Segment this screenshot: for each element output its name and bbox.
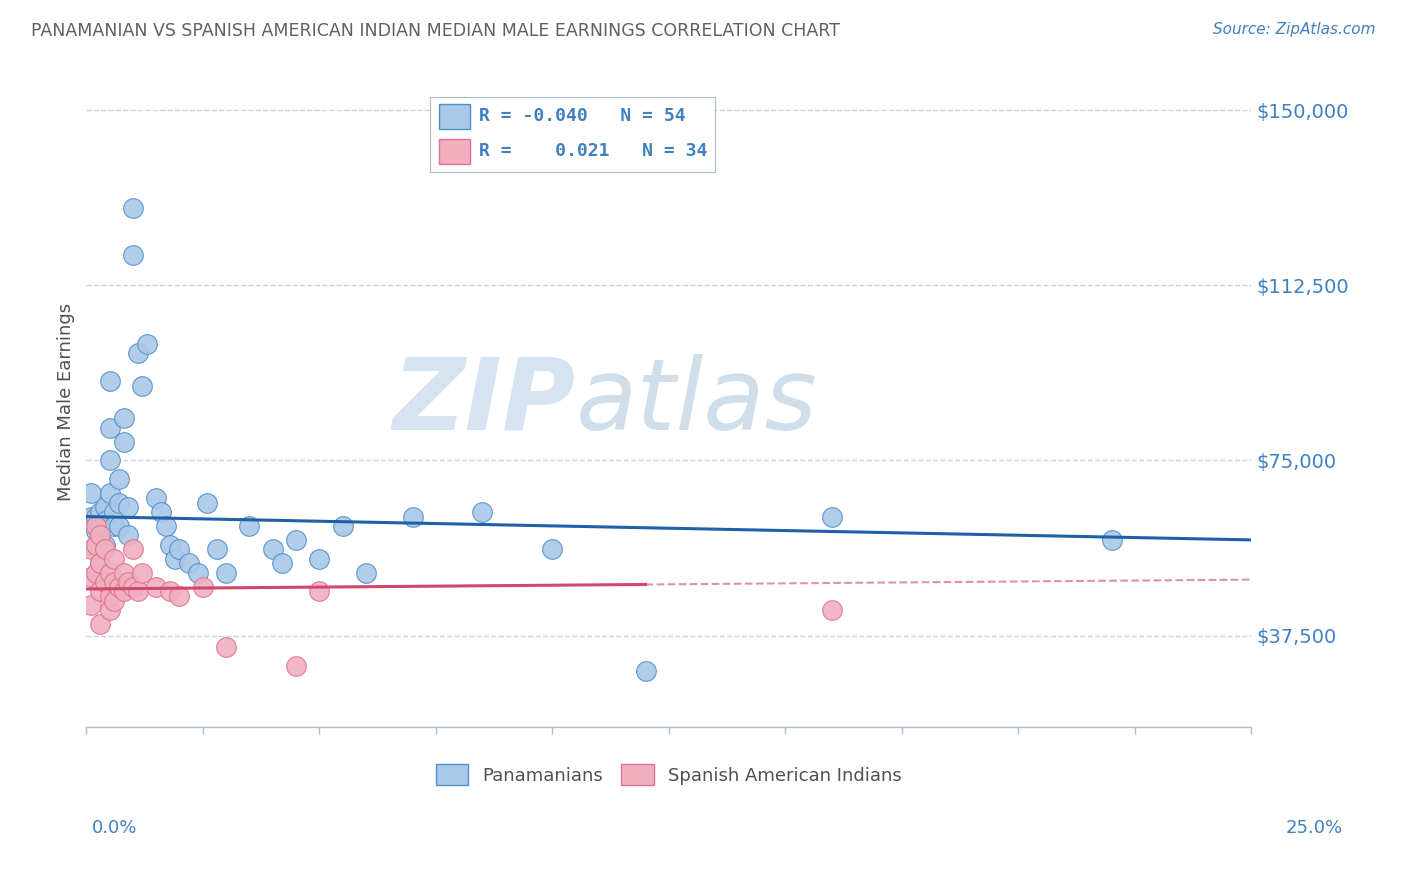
Point <box>155 519 177 533</box>
Point <box>169 542 191 557</box>
Point <box>117 500 139 515</box>
Point <box>94 538 117 552</box>
Point <box>94 514 117 528</box>
Point <box>89 584 111 599</box>
Point <box>541 542 564 557</box>
Text: PANAMANIAN VS SPANISH AMERICAN INDIAN MEDIAN MALE EARNINGS CORRELATION CHART: PANAMANIAN VS SPANISH AMERICAN INDIAN ME… <box>31 22 839 40</box>
Point <box>89 528 111 542</box>
Point <box>112 411 135 425</box>
Point <box>98 486 121 500</box>
Point <box>89 519 111 533</box>
Point <box>285 659 308 673</box>
Point <box>308 551 330 566</box>
Point <box>127 346 149 360</box>
Point <box>98 453 121 467</box>
Point <box>108 472 131 486</box>
Point <box>80 509 103 524</box>
Point <box>98 589 121 603</box>
Point <box>89 533 111 547</box>
Point <box>271 556 294 570</box>
Point <box>177 556 200 570</box>
Point <box>89 505 111 519</box>
Point <box>98 603 121 617</box>
Point <box>821 603 844 617</box>
Point <box>308 584 330 599</box>
Point <box>94 500 117 515</box>
Point <box>354 566 377 580</box>
Point <box>117 574 139 589</box>
Text: ZIP: ZIP <box>392 353 575 450</box>
Point <box>262 542 284 557</box>
Point <box>634 664 657 678</box>
Point <box>103 574 125 589</box>
Point <box>821 509 844 524</box>
Point <box>159 584 181 599</box>
Point <box>112 434 135 449</box>
Point <box>89 617 111 632</box>
Point <box>285 533 308 547</box>
Point <box>80 542 103 557</box>
Point <box>103 505 125 519</box>
Point <box>89 556 111 570</box>
Point <box>135 336 157 351</box>
Point <box>112 566 135 580</box>
Point <box>122 201 145 215</box>
Point <box>84 509 107 524</box>
Point <box>84 538 107 552</box>
Point <box>191 580 214 594</box>
Point <box>94 574 117 589</box>
Point <box>80 599 103 613</box>
Point <box>80 570 103 584</box>
Point <box>103 551 125 566</box>
Point <box>98 566 121 580</box>
Point <box>215 640 238 655</box>
Point <box>103 593 125 607</box>
Point <box>84 542 107 557</box>
Point <box>122 248 145 262</box>
Y-axis label: Median Male Earnings: Median Male Earnings <box>58 303 75 501</box>
Point <box>145 491 167 505</box>
Point <box>187 566 209 580</box>
Text: Source: ZipAtlas.com: Source: ZipAtlas.com <box>1212 22 1375 37</box>
Point <box>145 580 167 594</box>
Point <box>127 584 149 599</box>
Point <box>159 538 181 552</box>
Point <box>163 551 186 566</box>
Point <box>131 566 153 580</box>
Point <box>149 505 172 519</box>
Text: 25.0%: 25.0% <box>1285 819 1343 837</box>
Point <box>84 519 107 533</box>
Point <box>108 495 131 509</box>
Point <box>197 495 219 509</box>
Point <box>108 519 131 533</box>
Point <box>98 421 121 435</box>
Point <box>122 580 145 594</box>
Point <box>112 584 135 599</box>
Point <box>98 374 121 388</box>
Point <box>94 542 117 557</box>
Point <box>238 519 260 533</box>
Point <box>108 580 131 594</box>
Point <box>401 509 423 524</box>
Point <box>332 519 354 533</box>
Legend: Panamanians, Spanish American Indians: Panamanians, Spanish American Indians <box>429 757 910 792</box>
Point <box>169 589 191 603</box>
Point <box>215 566 238 580</box>
Point <box>117 528 139 542</box>
Point <box>80 486 103 500</box>
Point <box>131 378 153 392</box>
Point <box>122 542 145 557</box>
Point <box>471 505 494 519</box>
Point <box>103 519 125 533</box>
Text: atlas: atlas <box>575 353 817 450</box>
Text: 0.0%: 0.0% <box>91 819 136 837</box>
Point <box>205 542 228 557</box>
Point <box>89 556 111 570</box>
Point <box>1101 533 1123 547</box>
Point <box>84 524 107 538</box>
Point <box>84 566 107 580</box>
